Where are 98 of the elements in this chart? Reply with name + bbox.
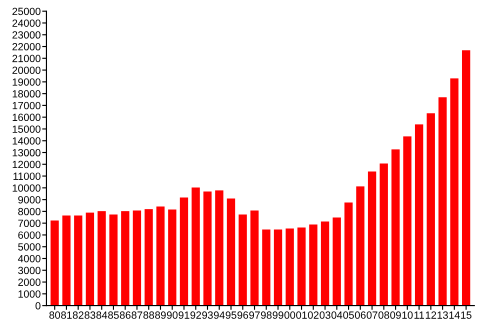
- x-tick-label: 08: [378, 311, 390, 319]
- bar: [356, 186, 364, 306]
- y-tick-label: 0: [36, 302, 40, 310]
- bar: [109, 214, 118, 306]
- x-tick-label: 05: [343, 311, 354, 319]
- bar: [98, 211, 106, 306]
- x-tick-label: 92: [190, 311, 202, 319]
- bar: [391, 149, 400, 306]
- x-tick-label: 00: [284, 311, 296, 319]
- y-tick-label: 2000: [18, 278, 40, 286]
- x-tick-label: 99: [272, 311, 284, 319]
- y-tick-label: 10000: [12, 184, 40, 192]
- bar: [144, 209, 153, 306]
- x-tick-label: 84: [96, 311, 108, 319]
- y-tick-label: 6000: [18, 231, 40, 239]
- bar: [426, 113, 435, 306]
- bar: [132, 210, 142, 306]
- x-tick-label: 04: [331, 311, 342, 319]
- bar: [156, 206, 165, 306]
- bar: [344, 202, 353, 306]
- x-tick-label: 15: [461, 312, 472, 319]
- bar: [50, 220, 59, 306]
- x-tick-label: 83: [84, 311, 96, 319]
- x-tick-label: 11: [414, 312, 424, 319]
- y-tick-label: 14000: [12, 137, 40, 145]
- x-tick-label: 03: [320, 311, 330, 319]
- x-tick-label: 01: [296, 311, 307, 319]
- bar: [86, 212, 94, 306]
- y-tick-label: 23000: [12, 31, 40, 39]
- bar: [414, 124, 424, 306]
- x-tick-label: 80: [49, 311, 60, 319]
- bar: [320, 222, 330, 306]
- y-tick-label: 7000: [18, 220, 40, 228]
- y-tick-label: 24000: [12, 19, 40, 27]
- x-tick-label: 10: [402, 311, 413, 319]
- bar: [462, 50, 470, 306]
- bar: [274, 230, 282, 306]
- x-tick-label: 82: [72, 311, 84, 319]
- y-tick-label: 1000: [18, 290, 40, 298]
- bar: [168, 210, 176, 306]
- x-tick-label: 81: [61, 311, 72, 319]
- y-tick-label: 16000: [12, 114, 40, 122]
- x-tick-label: 85: [108, 311, 119, 319]
- x-tick-label: 88: [143, 311, 154, 319]
- bar: [403, 136, 412, 306]
- bar: [380, 163, 388, 306]
- x-tick-label: 95: [226, 311, 236, 319]
- x-tick-label: 91: [178, 311, 190, 319]
- x-tick-label: 94: [214, 311, 225, 319]
- y-tick-label: 17000: [12, 102, 40, 110]
- x-tick-label: 06: [354, 311, 366, 319]
- y-tick-label: 20000: [12, 66, 40, 74]
- x-tick-label: 89: [155, 311, 166, 319]
- y-tick-label: 15000: [12, 125, 40, 133]
- y-tick-label: 19000: [12, 78, 40, 86]
- bar: [215, 190, 224, 306]
- y-tick-label: 13000: [12, 149, 40, 156]
- x-tick-label: 98: [260, 311, 272, 319]
- y-tick-label: 9000: [18, 196, 40, 204]
- x-tick-label: 96: [237, 311, 248, 319]
- bar: [332, 218, 341, 306]
- x-tick-label: 93: [202, 311, 213, 319]
- bar: [450, 78, 458, 306]
- bar: [250, 210, 259, 306]
- x-tick-label: 02: [308, 311, 319, 319]
- y-tick-label: 18000: [12, 90, 40, 98]
- y-tick-label: 11000: [14, 172, 40, 180]
- x-tick-label: 13: [438, 311, 448, 319]
- bar: [368, 171, 376, 306]
- y-tick-label: 25000: [12, 8, 40, 16]
- bar: [62, 216, 71, 306]
- bar: [262, 230, 270, 306]
- y-tick-label: 8000: [18, 208, 40, 216]
- bar: [192, 187, 200, 306]
- y-tick-label: 3000: [18, 266, 40, 274]
- bar: [309, 224, 318, 306]
- bar: [74, 216, 82, 306]
- bar: [438, 97, 447, 306]
- x-tick-label: 07: [366, 311, 378, 319]
- x-tick-label: 12: [426, 311, 436, 319]
- x-tick-label: 90: [166, 311, 178, 319]
- y-tick-label: 5000: [18, 243, 40, 251]
- y-tick-label: 4000: [18, 254, 40, 262]
- bar: [297, 228, 306, 306]
- bar: [238, 214, 247, 306]
- x-tick-label: 14: [449, 312, 460, 319]
- bar: [121, 211, 130, 306]
- x-tick-label: 97: [249, 311, 260, 319]
- x-tick-label: 87: [132, 311, 142, 319]
- x-tick-label: 86: [120, 311, 131, 319]
- bar: [286, 228, 294, 306]
- y-tick-label: 22000: [12, 43, 40, 50]
- x-tick-label: 09: [390, 311, 401, 319]
- y-tick-label: 21000: [12, 54, 40, 62]
- bar: [203, 191, 212, 306]
- bar: [226, 198, 236, 306]
- y-tick-label: 12000: [12, 160, 40, 168]
- bar: [180, 197, 188, 306]
